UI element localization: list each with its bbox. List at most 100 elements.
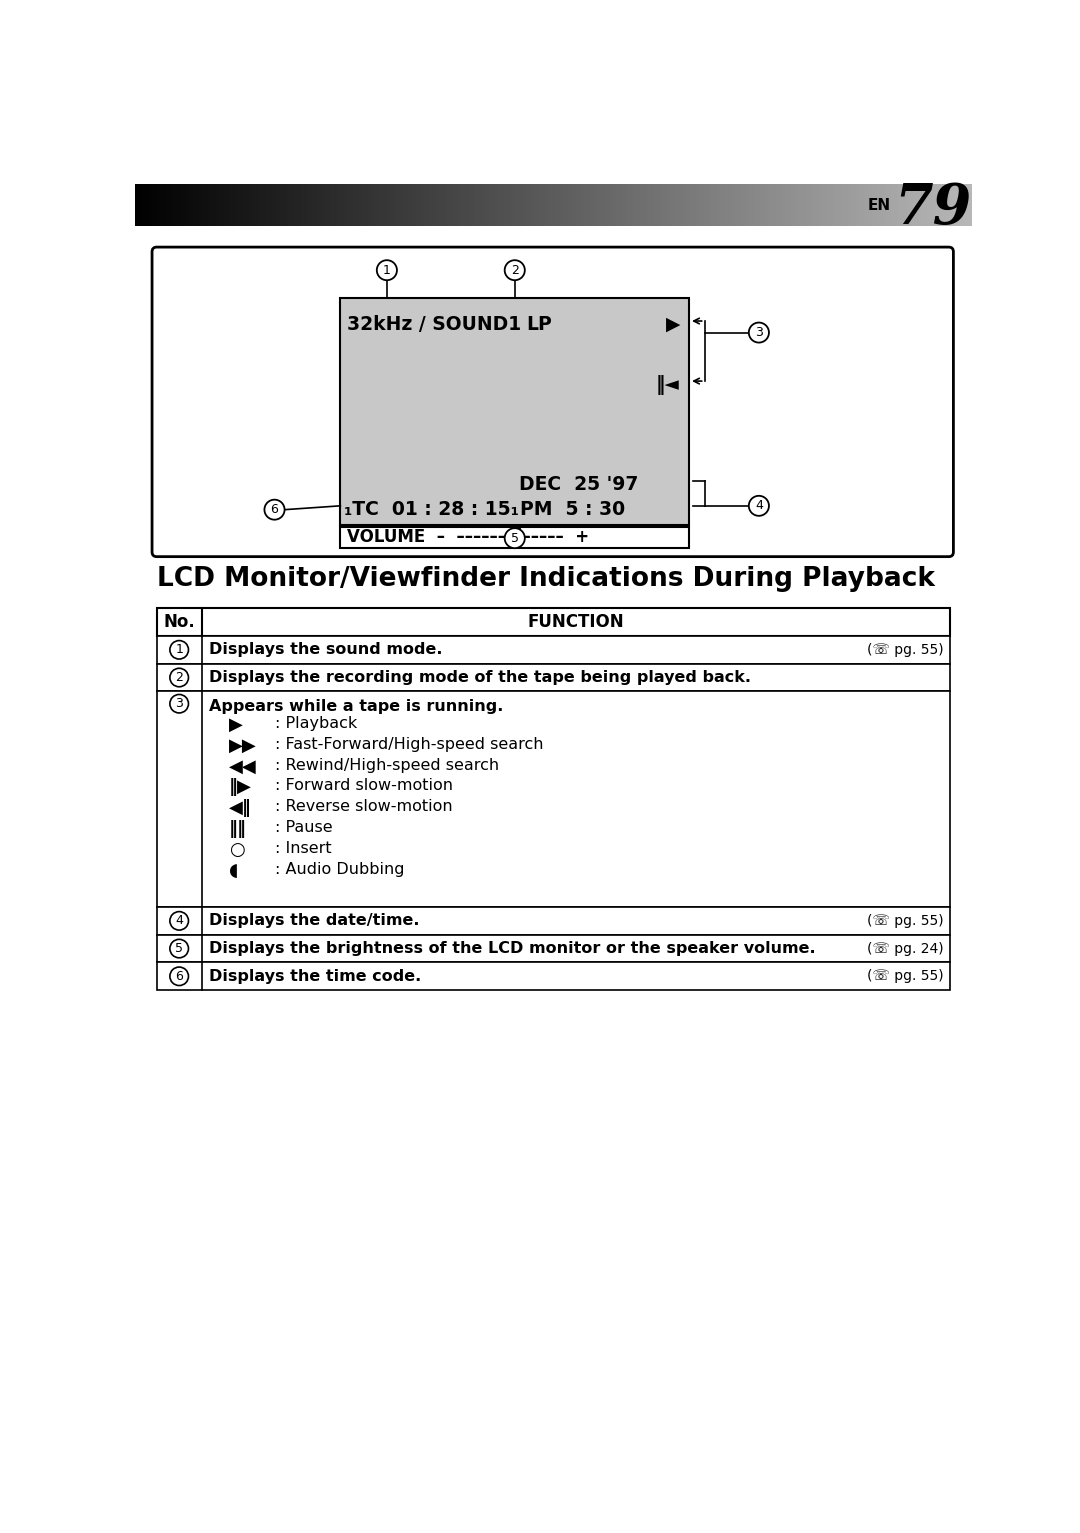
- Text: DEC  25 '97: DEC 25 '97: [518, 475, 638, 494]
- Text: 1: 1: [175, 644, 184, 656]
- Bar: [486, 184, 490, 227]
- Circle shape: [170, 641, 189, 659]
- Text: 1: 1: [383, 264, 391, 276]
- Text: ‖◄: ‖◄: [656, 376, 679, 396]
- Bar: [905, 184, 908, 227]
- Bar: [274, 184, 278, 227]
- Bar: [774, 184, 778, 227]
- Bar: [713, 184, 716, 227]
- Bar: [503, 184, 507, 227]
- Bar: [456, 184, 459, 227]
- Bar: [565, 184, 568, 227]
- Bar: [766, 184, 769, 227]
- Text: : Pause: : Pause: [275, 820, 333, 835]
- Bar: [833, 184, 836, 227]
- Bar: [340, 297, 689, 526]
- Bar: [258, 184, 261, 227]
- Bar: [172, 184, 175, 227]
- Bar: [216, 184, 219, 227]
- Bar: [646, 184, 649, 227]
- Text: EN: EN: [867, 198, 891, 213]
- Circle shape: [170, 668, 189, 687]
- Bar: [657, 184, 660, 227]
- Bar: [743, 184, 746, 227]
- Bar: [615, 184, 619, 227]
- Bar: [320, 184, 323, 227]
- Bar: [752, 184, 755, 227]
- Bar: [288, 184, 292, 227]
- Bar: [640, 184, 644, 227]
- Bar: [419, 184, 423, 227]
- Bar: [896, 184, 901, 227]
- Bar: [540, 184, 543, 227]
- Text: : Forward slow-motion: : Forward slow-motion: [275, 779, 454, 794]
- Bar: [629, 184, 633, 227]
- Bar: [347, 184, 351, 227]
- Bar: [637, 184, 640, 227]
- Bar: [665, 184, 669, 227]
- Bar: [762, 184, 767, 227]
- Bar: [537, 184, 540, 227]
- Bar: [211, 184, 214, 227]
- Bar: [302, 184, 306, 227]
- Text: ‖‖: ‖‖: [229, 820, 246, 839]
- Text: 32kHz / SOUND1: 32kHz / SOUND1: [347, 314, 521, 334]
- Bar: [584, 184, 588, 227]
- Bar: [308, 184, 311, 227]
- Bar: [868, 184, 873, 227]
- Bar: [408, 184, 411, 227]
- Bar: [517, 184, 521, 227]
- Bar: [607, 184, 610, 227]
- Bar: [863, 184, 867, 227]
- Bar: [186, 184, 189, 227]
- Bar: [902, 184, 906, 227]
- Bar: [157, 664, 950, 691]
- Bar: [963, 184, 968, 227]
- Bar: [500, 184, 504, 227]
- Bar: [841, 184, 845, 227]
- Bar: [801, 184, 806, 227]
- Bar: [958, 184, 961, 227]
- Bar: [255, 184, 258, 227]
- Bar: [235, 184, 239, 227]
- Circle shape: [170, 694, 189, 713]
- Circle shape: [170, 912, 189, 931]
- Bar: [819, 184, 822, 227]
- Bar: [939, 184, 942, 227]
- Bar: [849, 184, 853, 227]
- Bar: [492, 184, 496, 227]
- Text: Displays the time code.: Displays the time code.: [210, 969, 421, 984]
- Text: Displays the brightness of the LCD monitor or the speaker volume.: Displays the brightness of the LCD monit…: [210, 941, 816, 957]
- Bar: [595, 184, 599, 227]
- Bar: [573, 184, 577, 227]
- Bar: [794, 184, 797, 227]
- Bar: [213, 184, 217, 227]
- Bar: [149, 184, 152, 227]
- Text: : Fast-Forward/High-speed search: : Fast-Forward/High-speed search: [275, 737, 543, 751]
- Bar: [910, 184, 914, 227]
- Bar: [732, 184, 735, 227]
- Bar: [157, 963, 950, 990]
- Bar: [387, 184, 390, 227]
- Bar: [724, 184, 727, 227]
- Bar: [239, 184, 242, 227]
- Bar: [838, 184, 841, 227]
- Bar: [570, 184, 573, 227]
- Bar: [445, 184, 448, 227]
- Bar: [588, 184, 591, 227]
- Bar: [612, 184, 616, 227]
- Bar: [808, 184, 811, 227]
- Bar: [858, 184, 861, 227]
- Bar: [855, 184, 859, 227]
- Bar: [244, 184, 247, 227]
- Circle shape: [504, 529, 525, 549]
- Bar: [278, 184, 281, 227]
- Bar: [266, 184, 270, 227]
- Bar: [727, 184, 730, 227]
- Circle shape: [265, 500, 284, 520]
- Bar: [364, 184, 367, 227]
- Bar: [461, 184, 465, 227]
- Bar: [158, 184, 161, 227]
- Bar: [523, 184, 526, 227]
- Bar: [285, 184, 289, 227]
